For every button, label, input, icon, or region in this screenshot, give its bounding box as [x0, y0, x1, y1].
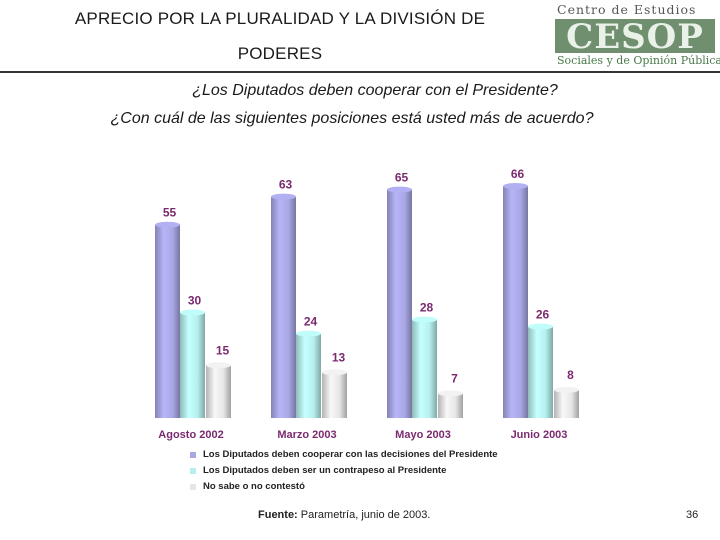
- logo-top-text: Centro de Estudios: [557, 2, 697, 17]
- data-label-2-2: 24: [304, 315, 318, 329]
- category-label-4: Junio 2003: [511, 429, 568, 441]
- logo-bottom-text: Sociales y de Opinión Pública: [557, 54, 720, 67]
- bar-2-1: [180, 312, 205, 418]
- bar-cap-3-2: [322, 369, 347, 376]
- bar-cap-3-1: [206, 362, 231, 369]
- bar-2-2: [296, 333, 321, 418]
- bar-cap-2-1: [180, 309, 205, 316]
- question-secondary: ¿Con cuál de las siguientes posiciones e…: [110, 110, 594, 127]
- source-text: Parametría, junio de 2003.: [300, 509, 431, 521]
- category-label-3: Mayo 2003: [395, 429, 451, 441]
- page-title: APRECIO POR LA PLURALIDAD Y LA DIVISIÓN …: [74, 9, 486, 28]
- legend-label-1: Los Diputados deben cooperar con las dec…: [203, 449, 498, 460]
- bar-1-4: [503, 186, 528, 418]
- legend-swatch-2: [190, 468, 196, 474]
- bar-cap-2-2: [296, 330, 321, 337]
- bar-3-1: [206, 365, 231, 418]
- data-label-3-3: 7: [451, 371, 458, 385]
- data-label-3-2: 13: [332, 350, 346, 364]
- data-label-3-1: 15: [216, 343, 230, 357]
- bar-1-2: [271, 196, 296, 418]
- data-label-2-3: 28: [420, 301, 434, 315]
- bar-3-3: [438, 393, 463, 418]
- data-label-3-4: 8: [567, 368, 574, 382]
- bar-cap-1-3: [387, 186, 412, 193]
- bar-2-4: [528, 326, 553, 418]
- cesop-logo: Centro de Estudios CESOP Sociales y de O…: [553, 2, 720, 68]
- bar-1-3: [387, 189, 412, 418]
- legend-label-3: No sabe o no contestó: [203, 481, 305, 492]
- bar-cap-1-1: [155, 221, 180, 228]
- header-divider: [0, 71, 720, 73]
- data-label-1-3: 65: [395, 171, 409, 185]
- bar-cap-1-2: [271, 193, 296, 200]
- bar-2-3: [412, 319, 437, 418]
- question-primary: ¿Los Diputados deben cooperar con el Pre…: [192, 82, 558, 99]
- category-label-2: Marzo 2003: [277, 429, 336, 441]
- logo-mark: CESOP: [555, 19, 715, 53]
- bar-cap-3-4: [554, 386, 579, 393]
- source-note: Fuente: Parametría, junio de 2003.: [258, 509, 430, 521]
- data-label-2-1: 30: [188, 294, 202, 308]
- bar-cap-1-4: [503, 183, 528, 190]
- data-label-1-4: 66: [511, 167, 525, 181]
- data-label-1-1: 55: [163, 206, 177, 220]
- page-title-line-2: PODERES: [237, 44, 323, 63]
- legend-swatch-3: [190, 484, 196, 490]
- legend-swatch-1: [190, 452, 196, 458]
- legend-label-2: Los Diputados deben ser un contrapeso al…: [203, 465, 447, 476]
- page-number: 36: [686, 509, 699, 521]
- category-label-1: Agosto 2002: [158, 429, 223, 441]
- data-label-2-4: 26: [536, 308, 550, 322]
- bar-cap-2-4: [528, 323, 553, 330]
- bar-3-4: [554, 389, 579, 418]
- data-label-1-2: 63: [279, 178, 293, 192]
- source-label: Fuente:: [258, 509, 298, 521]
- logo-mark-text: CESOP: [566, 19, 704, 53]
- bar-cap-2-3: [412, 316, 437, 323]
- bar-cap-3-3: [438, 390, 463, 397]
- bar-3-2: [322, 372, 347, 418]
- bar-1-1: [155, 224, 180, 418]
